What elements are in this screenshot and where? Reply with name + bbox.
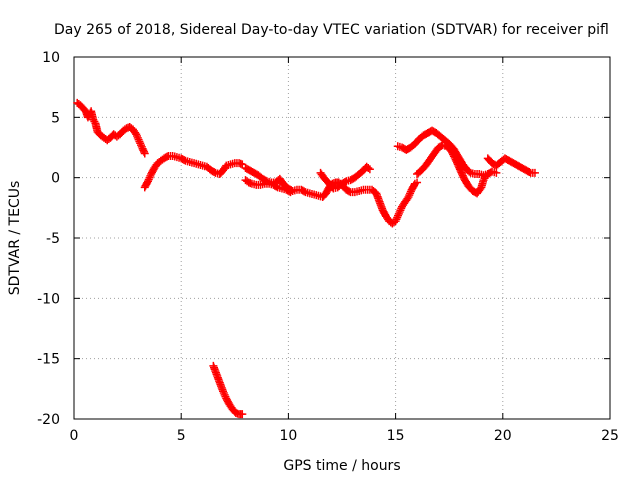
data-point [397, 204, 406, 213]
data-point [145, 173, 154, 182]
data-point [530, 168, 539, 177]
data-point [404, 192, 413, 201]
data-point [405, 191, 414, 200]
data-point [393, 213, 402, 222]
data-point [525, 168, 534, 177]
data-point [219, 389, 228, 398]
data-point [492, 168, 501, 177]
y-tick-label: 0 [51, 171, 60, 187]
x-tick-label: 10 [279, 428, 297, 444]
data-point [394, 209, 403, 218]
data-point [137, 141, 145, 150]
data-point [132, 132, 141, 141]
data-point [465, 167, 474, 176]
data-point [406, 189, 415, 198]
x-tick-label: 15 [387, 428, 405, 444]
data-point [396, 206, 405, 215]
data-point [300, 187, 309, 196]
data-point [144, 175, 153, 184]
data-point [210, 168, 219, 177]
y-tick-label: -15 [37, 352, 60, 368]
data-point [391, 217, 400, 226]
data-point [136, 139, 145, 148]
data-point [132, 130, 141, 139]
y-axis-label: SDTVAR / TECUs [7, 181, 23, 296]
data-point [365, 165, 374, 174]
data-point [340, 178, 349, 187]
data-point [413, 178, 422, 187]
data-point [286, 188, 295, 197]
data-point [220, 390, 229, 399]
data-point [219, 387, 228, 396]
data-point [162, 152, 171, 161]
data-point [481, 172, 490, 181]
data-point [403, 194, 412, 203]
grid-lines [74, 57, 610, 419]
axis-ticks: 0 5 10 15 20 25 -20 -15 -10 -5 0 5 10 [37, 50, 619, 444]
chart-title: Day 265 of 2018, Sidereal Day-to-day VTE… [54, 22, 609, 38]
data-point [180, 155, 189, 164]
data-point [345, 187, 354, 196]
data-point [238, 410, 247, 419]
y-tick-label: -5 [46, 231, 60, 247]
data-point [285, 187, 294, 196]
data-markers [73, 98, 539, 419]
data-point [90, 117, 99, 126]
data-point [392, 215, 401, 224]
data-point [131, 128, 140, 137]
data-point [364, 164, 373, 173]
y-tick-label: 10 [42, 50, 60, 66]
x-tick-label: 5 [177, 428, 186, 444]
data-point [137, 142, 146, 151]
data-point [140, 149, 149, 158]
x-tick-label: 0 [70, 428, 79, 444]
data-point [143, 177, 152, 186]
x-axis-label: GPS time / hours [283, 458, 400, 474]
data-point [395, 208, 404, 217]
y-tick-label: -20 [37, 412, 60, 428]
y-tick-label: 5 [51, 110, 60, 126]
x-tick-label: 25 [601, 428, 619, 444]
data-point [480, 174, 489, 183]
data-point [272, 182, 281, 191]
data-point [133, 133, 142, 142]
x-tick-label: 20 [494, 428, 512, 444]
data-point [394, 211, 403, 220]
y-tick-label: -10 [37, 291, 60, 307]
data-point [135, 137, 144, 146]
data-point [134, 135, 143, 144]
